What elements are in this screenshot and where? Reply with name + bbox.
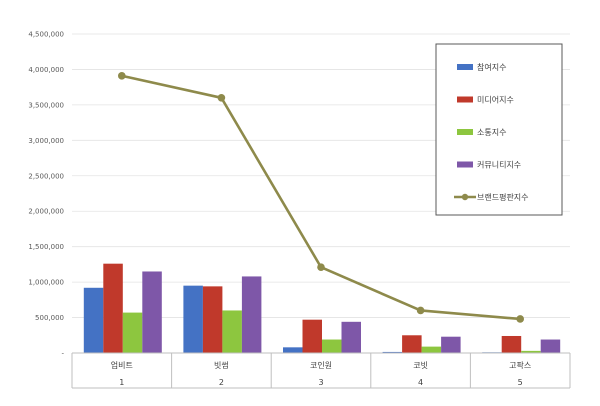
bar-소통지수-고팍스: [521, 350, 541, 353]
y-tick-label: 2,500,000: [28, 172, 64, 180]
y-tick-label: 3,500,000: [28, 101, 64, 109]
bar-참여지수-코빗: [382, 351, 403, 353]
bar-참여지수-업비트: [83, 287, 104, 353]
y-tick-label: 2,000,000: [28, 208, 64, 216]
legend-label: 커뮤니티지수: [477, 160, 521, 170]
bar-커뮤니티지수-업비트: [142, 271, 162, 353]
legend-swatch-소통지수: [457, 129, 473, 135]
bar-미디어지수-빗썸: [202, 286, 223, 353]
y-tick-label: -: [61, 350, 64, 358]
line-point-업비트: [118, 72, 126, 80]
bar-미디어지수-고팍스: [501, 335, 522, 353]
legend-swatch-커뮤니티지수: [457, 161, 473, 168]
bar-참여지수-빗썸: [183, 285, 203, 353]
x-axis: 업비트 1 빗썸 2 코인원 3 코빗 4 고팍스 5: [71, 352, 571, 389]
legend-marker-브랜드평판지수: [461, 193, 469, 201]
category-number-label: 2: [219, 378, 224, 387]
legend-swatch-참여지수: [457, 64, 473, 70]
category-label: 코인원: [310, 360, 332, 370]
legend-label: 브랜드평판지수: [477, 192, 529, 202]
y-tick-label: 1,500,000: [28, 243, 64, 251]
bar-미디어지수-업비트: [103, 263, 123, 353]
y-tick-label: 4,500,000: [28, 31, 64, 39]
y-tick-label: 4,000,000: [28, 66, 64, 74]
y-tick-label: 3,000,000: [28, 137, 64, 145]
line-point-고팍스: [516, 315, 524, 323]
bar-소통지수-업비트: [122, 312, 143, 353]
category-label: 빗썸: [214, 361, 229, 370]
y-axis-tick-labels: - 500,000 1,000,000 1,500,000 2,000,000 2,500…: [28, 31, 64, 358]
legend-label: 참여지수: [477, 62, 506, 72]
category-number-label: 5: [518, 378, 523, 387]
bar-소통지수-빗썸: [222, 310, 242, 353]
y-tick-label: 1,000,000: [28, 279, 64, 287]
bar-커뮤니티지수-고팍스: [540, 339, 561, 353]
bar-소통지수-코빗: [421, 346, 442, 353]
line-point-코인원: [317, 263, 325, 272]
line-point-코빗: [416, 306, 425, 315]
bar-커뮤니티지수-빗썸: [241, 276, 262, 353]
line-series: [118, 72, 524, 323]
legend-label: 미디어지수: [477, 95, 514, 105]
bars: [83, 263, 561, 354]
y-tick-label: 500,000: [35, 314, 64, 322]
category-number-label: 3: [318, 378, 323, 387]
bar-참여지수-코인원: [283, 347, 303, 353]
bar-소통지수-코인원: [322, 339, 342, 353]
bar-미디어지수-코빗: [402, 335, 422, 353]
category-label: 코빗: [413, 361, 428, 370]
line-point-빗썸: [217, 94, 226, 102]
category-number-label: 1: [119, 378, 124, 387]
category-number-label: 4: [418, 378, 423, 387]
category-label: 업비트: [111, 361, 133, 370]
category-label: 고팍스: [509, 360, 531, 370]
bar-미디어지수-코인원: [302, 319, 322, 353]
bar-커뮤니티지수-코빗: [441, 336, 461, 353]
bar-커뮤니티지수-코인원: [341, 321, 361, 353]
legend-label: 소통지수: [477, 128, 506, 137]
legend-swatch-미디어지수: [457, 96, 473, 103]
